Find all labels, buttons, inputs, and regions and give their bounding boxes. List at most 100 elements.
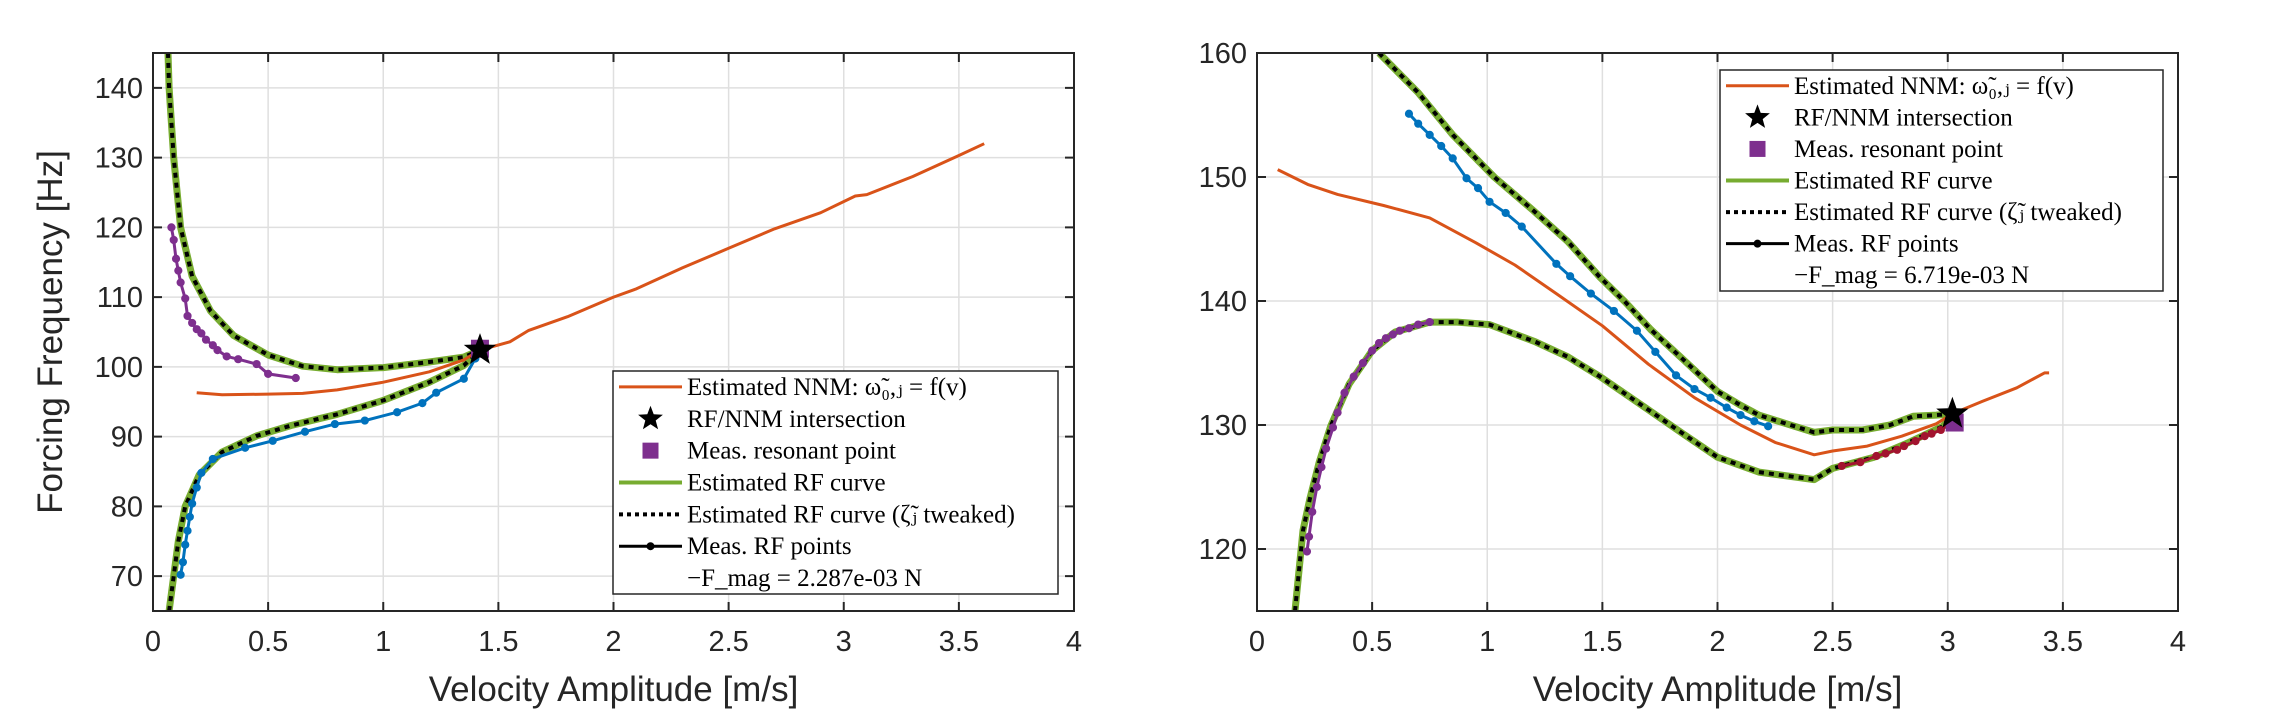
right-x-tick-label: 2	[1709, 626, 1725, 658]
right-x-tick-labels: 0 0.5 1 1.5 2 2.5 3 3.5 4	[1249, 626, 2186, 658]
left-y-tick-label: 140	[95, 73, 143, 105]
right-legend-label: Meas. RF points	[1794, 231, 1959, 258]
left-plot-area	[164, 53, 985, 611]
right-y-tick-label: 120	[1199, 534, 1247, 566]
left-meas-rf-point	[264, 369, 273, 378]
left-legend-label: Estimated RF curve	[687, 470, 886, 497]
left-meas-rf-point	[459, 374, 468, 383]
left-rf-curve-1	[165, 347, 483, 611]
right-legend-item: RF/NNM intersection	[1745, 104, 2013, 131]
right-legend-item: Meas. RF points	[1726, 231, 1959, 258]
right-meas-rf-point	[1722, 403, 1731, 412]
right-plot-area	[1277, 53, 2050, 611]
left-meas-rf-point	[176, 278, 185, 287]
right-legend-label: Estimated RF curve (ζ̃ⱼ tweaked)	[1794, 199, 2122, 226]
right-legend-item: Meas. resonant point	[1749, 136, 2003, 163]
left-nnm-line	[196, 142, 985, 397]
right-meas-rf-point	[1414, 119, 1423, 128]
left-meas-rf-point	[208, 454, 217, 464]
right-legend-box	[1719, 69, 2164, 292]
right-meas-rf-point	[1425, 317, 1434, 327]
right-legend-item: Estimated RF curve (ζ̃ⱼ tweaked)	[1726, 199, 2122, 226]
left-meas-rf-point	[181, 540, 190, 549]
left-legend-star-icon	[638, 405, 663, 430]
right-meas-rf-point	[1302, 547, 1312, 556]
right-meas-rf-point	[1308, 507, 1317, 516]
right-meas-rf-point	[1381, 334, 1391, 343]
left-meas-rf-point	[252, 359, 261, 369]
right-legend-label: Estimated NNM: ω̃₀,ⱼ = f(v)	[1794, 73, 2074, 100]
right-x-tick-label: 1.5	[1582, 626, 1622, 658]
right-meas-rf-point	[1671, 371, 1681, 380]
left-meas-rf-point	[183, 311, 192, 321]
left-meas-rf-point	[178, 558, 188, 567]
left-meas-rf-point	[201, 335, 211, 344]
right-meas-rf-point	[1388, 330, 1397, 339]
left-legend-marker-dot	[646, 542, 655, 551]
left-rf-curve-0	[164, 53, 482, 374]
left-meas-rf-point	[176, 570, 185, 579]
right-x-tick-label: 4	[2170, 626, 2186, 658]
left-meas-rf-point	[169, 235, 178, 245]
right-legend-item: −F_mag = 6.719e-03 N	[1794, 262, 2029, 289]
right-meas-rf-point	[1892, 445, 1902, 454]
left-legend-label: Estimated RF curve (ζ̃ⱼ tweaked)	[687, 501, 1015, 528]
left-legend-item: Meas. resonant point	[642, 438, 896, 465]
right-meas-rf-point	[1448, 154, 1457, 163]
right-meas-rf-point	[1321, 444, 1331, 453]
right-meas-rf-point	[1609, 306, 1618, 316]
left-meas-rf-point	[291, 373, 300, 383]
right-x-axis-label: Velocity Amplitude [m/s]	[1533, 670, 1903, 709]
right-legend: Estimated NNM: ω̃₀,ⱼ = f(v) RF/NNM inters…	[1719, 69, 2164, 292]
right-meas-rf-point	[1304, 532, 1314, 541]
left-x-tick-label: 3.5	[939, 626, 979, 658]
right-x-tick-label: 3.5	[2043, 626, 2083, 658]
right-meas-rf-point	[1690, 384, 1699, 394]
left-intersection-star	[463, 333, 497, 364]
left-y-tick-label: 100	[95, 352, 143, 384]
left-legend-box	[612, 370, 1059, 595]
right-meas-rf-point	[1750, 417, 1759, 426]
right-meas-rf-point	[1920, 432, 1929, 441]
left-legend-label: Meas. RF points	[687, 533, 852, 560]
right-meas-rf-point	[1586, 289, 1595, 298]
right-meas-rf-point	[1552, 259, 1561, 268]
left-y-tick-labels: 70 80 90 100 110 120 130 140	[95, 73, 143, 593]
right-meas-rf-point	[1425, 130, 1434, 139]
left-meas-rf-point	[197, 468, 206, 477]
left-legend-item: RF/NNM intersection	[638, 406, 906, 433]
left-meas-rf-point	[188, 318, 197, 328]
right-legend-marker-dot	[1753, 239, 1762, 248]
right-legend-label: RF/NNM intersection	[1794, 104, 2013, 131]
left-y-tick-label: 70	[111, 561, 143, 593]
right-legend-item: Estimated NNM: ω̃₀,ⱼ = f(v)	[1726, 73, 2074, 100]
right-meas-rf-point	[1404, 324, 1414, 333]
left-meas-rf-point	[234, 355, 243, 364]
right-meas-rf-point	[1517, 222, 1526, 231]
right-x-tick-label: 0.5	[1352, 626, 1392, 658]
right-meas-rf-point	[1872, 451, 1881, 461]
right-meas-rf-point	[1312, 482, 1321, 492]
right-legend-item: Estimated RF curve	[1726, 168, 1993, 195]
left-meas-rf-point	[197, 329, 206, 338]
left-x-tick-labels: 0 0.5 1 1.5 2 2.5 3 3.5 4	[145, 626, 1082, 658]
left-meas-rf-point	[181, 294, 190, 303]
right-x-tick-label: 0	[1249, 626, 1265, 658]
right-rf-tweaked-curve-0	[1377, 53, 1953, 435]
right-y-tick-labels: 120 130 140 150 160	[1199, 38, 1247, 566]
left-legend-label: RF/NNM intersection	[687, 406, 906, 433]
right-meas-rf-point	[1764, 422, 1773, 431]
left-y-tick-label: 120	[95, 212, 143, 244]
right-meas-rf-point	[1349, 372, 1358, 381]
left-ticks	[152, 53, 1075, 611]
right-meas-rf-point	[1437, 141, 1446, 151]
left-meas-rf-point	[167, 223, 176, 232]
left-x-tick-label: 0	[145, 626, 161, 658]
right-legend-label: Meas. resonant point	[1794, 136, 2003, 163]
right-legend-square-icon	[1749, 140, 1766, 157]
left-meas-rf-point	[183, 526, 192, 535]
left-y-tick-label: 130	[95, 143, 143, 175]
left-legend: Estimated NNM: ω̃₀,ⱼ = f(v) RF/NNM inters…	[612, 370, 1059, 595]
left-rf-tweaked-curve-1	[167, 348, 482, 611]
